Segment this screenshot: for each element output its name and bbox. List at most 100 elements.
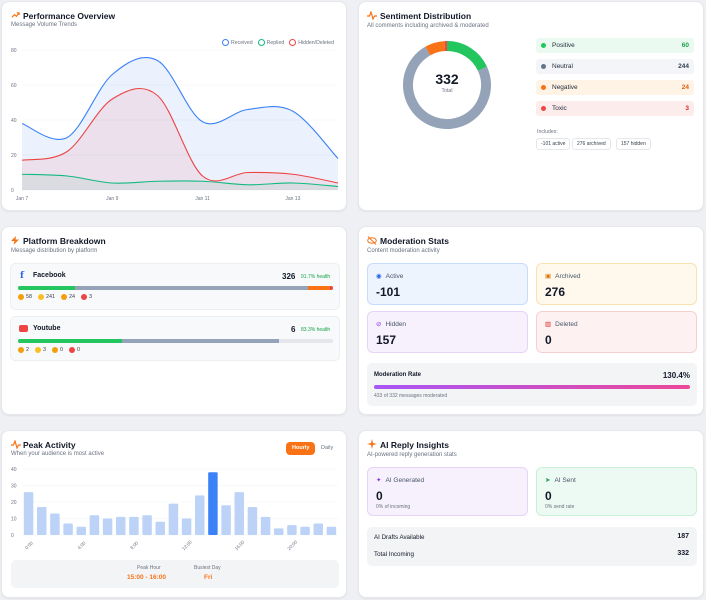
x-tick-label: 12:00 <box>181 539 193 551</box>
legend-replied[interactable]: Replied <box>257 39 284 46</box>
sentiment-value: 3 <box>685 105 689 112</box>
ai-incoming-value: 332 <box>677 550 689 557</box>
x-tick-label: 20:00 <box>286 539 298 551</box>
stat-archived[interactable]: ▣ Archived 276 <box>536 263 697 305</box>
y-tick-label: 80 <box>11 48 17 54</box>
ai-card: AI Reply Insights AI-powered reply gener… <box>358 430 704 598</box>
sentiment-label: Neutral <box>552 63 573 70</box>
stat-hidden[interactable]: ⊘ Hidden 157 <box>367 311 528 353</box>
bar-segment-neutral <box>121 339 280 343</box>
y-tick-label: 30 <box>11 484 17 490</box>
ai-sent-note: 0% send rate <box>545 504 575 510</box>
bar-segment-positive <box>18 339 122 343</box>
neutral-face-icon <box>38 294 44 300</box>
y-tick-label: 20 <box>11 500 17 506</box>
peak-card: Peak Activity When your audience is most… <box>1 430 347 598</box>
legend-hidden-deleted[interactable]: Hidden/Deleted <box>289 39 334 46</box>
platform-name: Youtube <box>33 325 61 332</box>
x-tick-label: 8:00 <box>129 540 139 550</box>
sentiment-title: Sentiment Distribution <box>380 11 472 21</box>
status-dot <box>541 106 546 111</box>
platform-facebook[interactable]: f Facebook 326 91.7% health 58 241 24 3 <box>10 263 340 310</box>
angry-face-icon <box>69 347 75 353</box>
bar-hour-22 <box>313 523 323 535</box>
stat-hidden-value: 157 <box>376 333 397 347</box>
series-line-received <box>21 57 339 159</box>
bar-hour-19 <box>274 528 284 535</box>
sparkle-icon <box>367 439 377 449</box>
tab-hourly[interactable]: Hourly <box>286 442 316 455</box>
status-dot <box>541 85 546 90</box>
donut-slice-positive <box>446 41 487 72</box>
stat-ai-generated[interactable]: ✦ AI Generated 0 0% of incoming <box>367 467 528 516</box>
eye-off-icon: ⊘ <box>376 321 382 328</box>
trending-icon <box>11 12 20 18</box>
platform-sentiment-bar <box>18 339 333 343</box>
bar-segment-negative <box>307 286 330 290</box>
stat-active-value: -101 <box>376 285 401 299</box>
y-tick-label: 0 <box>11 533 14 539</box>
ai-incoming-label: Total Incoming <box>374 551 414 558</box>
series-area-replied <box>22 174 338 190</box>
platform-emoji-counts: 2 3 0 0 <box>18 347 80 353</box>
y-tick-label: 60 <box>11 83 17 89</box>
moderation-rate-bar <box>374 385 690 389</box>
stat-deleted[interactable]: ▥ Deleted 0 <box>536 311 697 353</box>
sentiment-row-toxic[interactable]: Toxic 3 <box>536 101 694 116</box>
ai-drafts-label: AI Drafts Available <box>374 534 425 541</box>
legend-received[interactable]: Received <box>222 39 253 46</box>
sentiment-row-neutral[interactable]: Neutral 244 <box>536 59 694 74</box>
stat-ai-sent[interactable]: ➤ AI Sent 0 0% send rate <box>536 467 697 516</box>
ai-subtitle: AI-powered reply generation stats <box>367 452 457 458</box>
sentiment-value: 24 <box>681 84 689 91</box>
bar-hour-3 <box>63 523 73 535</box>
peak-subtitle: When your audience is most active <box>11 451 105 457</box>
sentiment-row-negative[interactable]: Negative 24 <box>536 80 694 95</box>
y-tick-label: 20 <box>11 153 17 159</box>
moderation-subtitle: Content moderation activity <box>367 248 440 254</box>
peak-summary-panel: Peak Hour 15:00 - 16:00 Busiest Day Fri <box>11 560 339 588</box>
bar-segment-positive <box>18 286 75 290</box>
send-icon: ➤ <box>545 477 551 484</box>
y-tick-label: 0 <box>11 188 14 194</box>
series-area-received <box>22 57 338 190</box>
performance-subtitle: Message Volume Trends <box>11 22 78 28</box>
bar-hour-12 <box>181 518 192 535</box>
tab-daily[interactable]: Daily <box>321 445 334 451</box>
stat-active[interactable]: ◉ Active -101 <box>367 263 528 305</box>
facebook-icon: f <box>20 271 24 281</box>
bar-hour-17 <box>247 506 258 535</box>
platform-name: Facebook <box>33 272 66 279</box>
x-tick-label: Jan 13 <box>285 196 300 202</box>
bar-hour-9 <box>142 515 152 535</box>
moderation-rate-note: 433 of 332 messages moderated <box>374 393 448 399</box>
platform-title: Platform Breakdown <box>23 236 106 246</box>
sentiment-row-positive[interactable]: Positive 60 <box>536 38 694 53</box>
x-tick-label: Jan 11 <box>195 196 210 202</box>
youtube-icon <box>19 325 28 332</box>
x-tick-label: 4:00 <box>77 540 87 550</box>
happy-face-icon <box>18 294 24 300</box>
platform-card: Platform Breakdown Message distribution … <box>1 226 347 415</box>
sad-face-icon <box>52 347 58 353</box>
eye-off-icon <box>367 236 377 245</box>
neutral-face-icon <box>35 347 41 353</box>
chip-active: -101 active <box>536 138 571 150</box>
sentiment-includes: Includes: <box>537 129 558 135</box>
platform-youtube[interactable]: Youtube 6 83.3% health 2 3 0 0 <box>10 316 340 361</box>
sad-face-icon <box>61 294 67 300</box>
bar-hour-15 <box>221 505 231 535</box>
moderation-card: Moderation Stats Content moderation acti… <box>358 226 704 415</box>
platform-health: 83.3% health <box>301 327 331 333</box>
performance-legend: Received Replied Hidden/Deleted <box>222 39 334 46</box>
x-tick-label: 16:00 <box>234 539 246 551</box>
y-tick-label: 40 <box>11 118 17 124</box>
y-tick-label: 40 <box>11 467 17 473</box>
trash-icon: ▥ <box>545 321 552 328</box>
bar-hour-5 <box>89 515 100 535</box>
donut-slice-negative <box>425 41 446 56</box>
sentiment-label: Toxic <box>552 105 567 112</box>
platform-sentiment-bar <box>18 286 333 290</box>
sentiment-value: 244 <box>678 63 689 70</box>
peak-bar-chart: 0 10 20 30 40 0:00 4:00 8:00 12:00 16:00 20:00 <box>11 467 338 551</box>
